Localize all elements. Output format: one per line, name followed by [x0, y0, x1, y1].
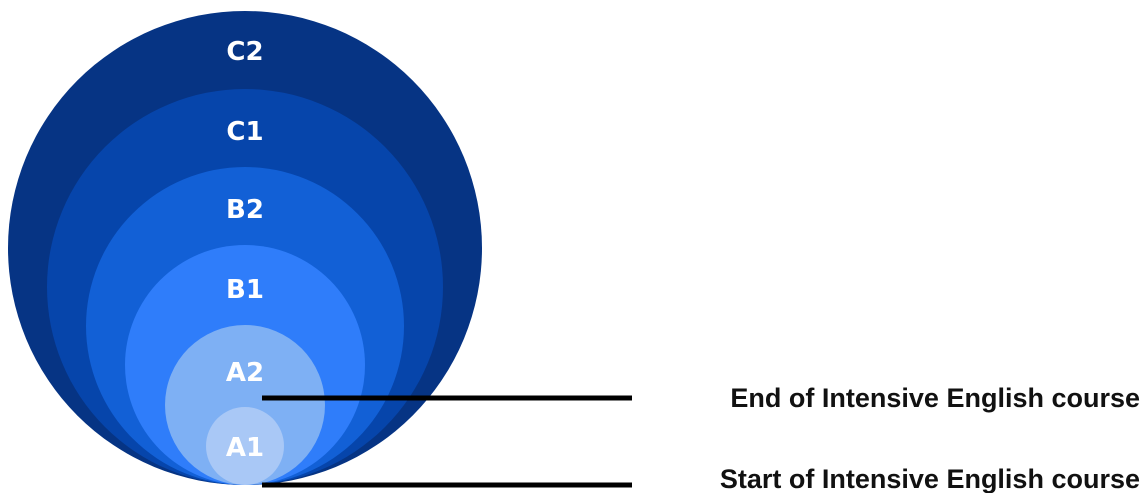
start-course-label: Start of Intensive English course [720, 464, 1140, 493]
level-label-a2: A2 [226, 358, 264, 388]
level-circle-a2 [165, 325, 325, 485]
level-circle-a1 [206, 407, 284, 485]
level-label-a1: A1 [226, 433, 264, 463]
level-label-b1: B1 [226, 275, 264, 305]
level-label-b2: B2 [226, 195, 264, 225]
end-course-label: End of Intensive English course [730, 383, 1140, 413]
level-label-c1: C1 [226, 117, 263, 147]
level-label-c2: C2 [226, 37, 263, 67]
